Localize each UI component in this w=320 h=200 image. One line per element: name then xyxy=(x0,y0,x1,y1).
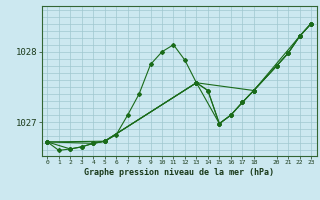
X-axis label: Graphe pression niveau de la mer (hPa): Graphe pression niveau de la mer (hPa) xyxy=(84,168,274,177)
